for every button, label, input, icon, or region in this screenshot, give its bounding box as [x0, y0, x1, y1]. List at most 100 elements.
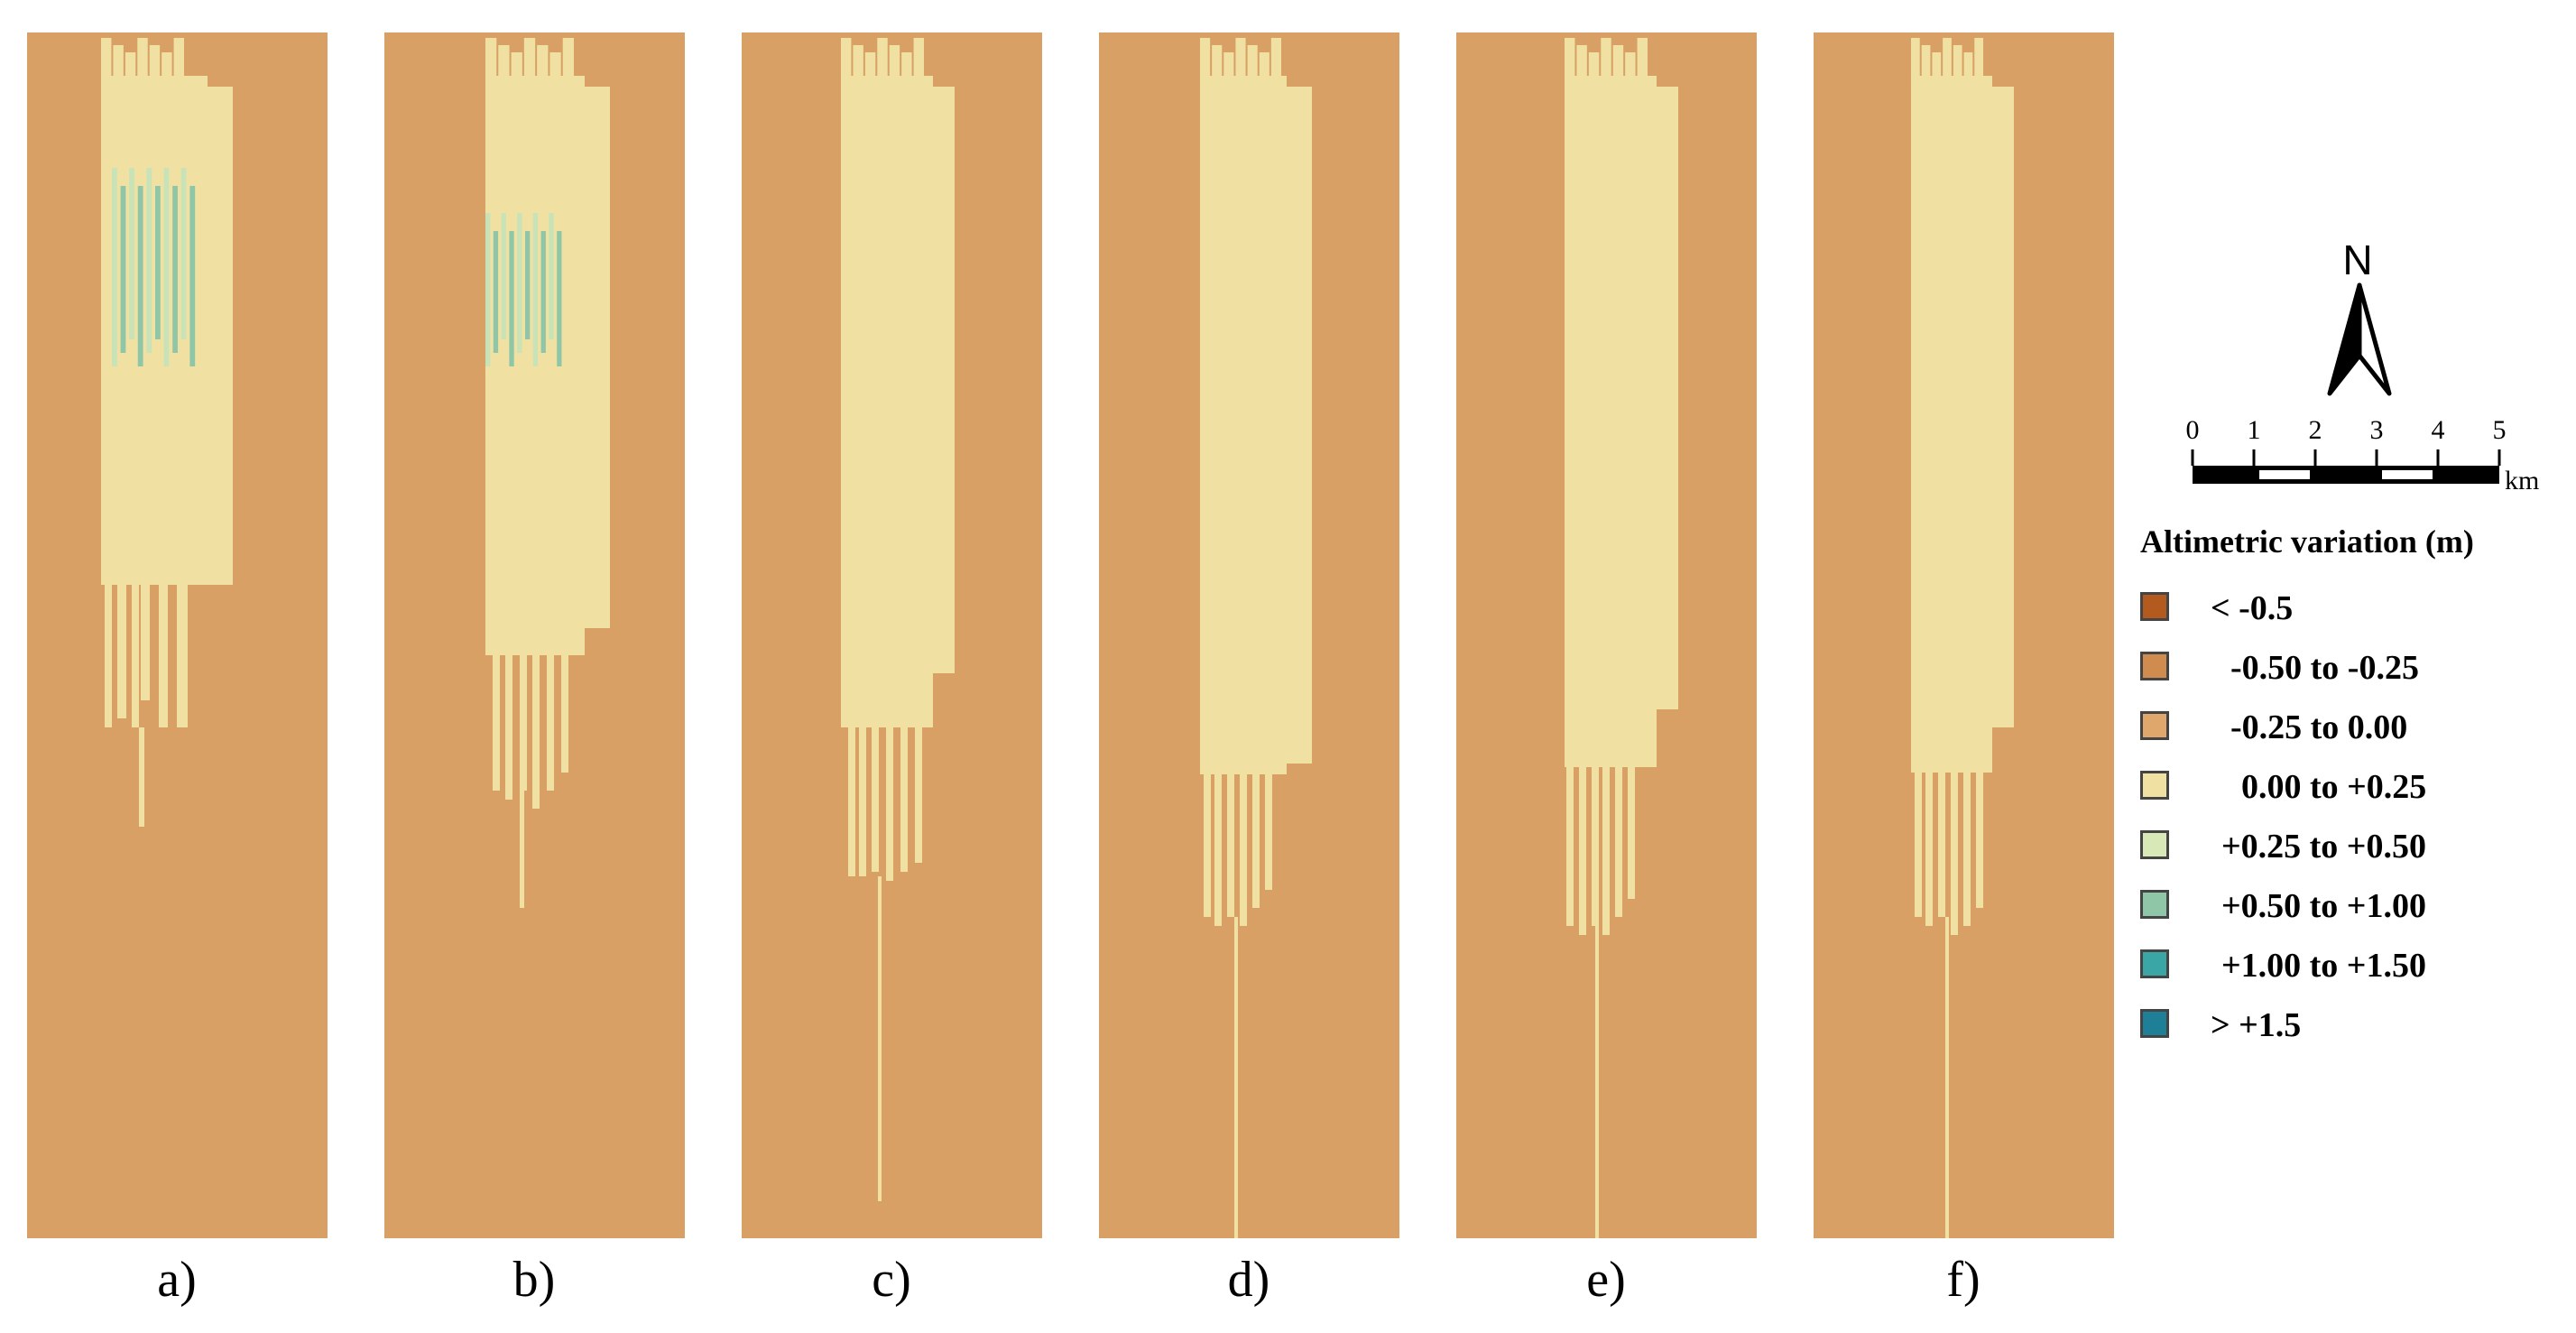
plume-top-tooth — [901, 52, 912, 78]
plume-finger — [1615, 767, 1622, 917]
plume-block — [1200, 76, 1287, 774]
plume-finger — [547, 655, 554, 791]
legend-label: > +1.5 — [2211, 1006, 2302, 1044]
plume-top-tooth — [1601, 38, 1611, 78]
plume-finger — [159, 585, 168, 727]
plume-finger — [132, 585, 139, 727]
plume-finger — [1628, 767, 1635, 899]
panel-label-c: c) — [872, 1252, 911, 1308]
plume-top-tooth — [1932, 52, 1942, 78]
plume-finger — [1227, 774, 1234, 917]
legend-swatch — [2140, 830, 2169, 859]
plume-green-patch — [501, 213, 506, 339]
scale-tick-0: 0 — [2185, 415, 2200, 445]
plume-top-tooth — [537, 45, 549, 78]
map-panel-e — [1456, 32, 1757, 1238]
plume-top-tooth — [113, 45, 124, 78]
plume-tail — [1595, 926, 1599, 1238]
plume-top-tooth — [562, 38, 574, 78]
plume-top-tooth — [498, 45, 510, 78]
scale-tick-5: 5 — [2492, 415, 2507, 445]
plume-finger — [493, 655, 500, 791]
plume-tail — [878, 876, 882, 1201]
plume-green-patch — [525, 231, 531, 339]
plume-top-tooth — [1974, 38, 1983, 78]
plume-top-tooth — [1911, 38, 1920, 78]
map-raster — [1456, 32, 1757, 1238]
plume-top-tooth — [889, 45, 900, 78]
plume-finger — [1214, 774, 1222, 926]
north-letter: N — [2342, 236, 2373, 283]
scale-bar — [2191, 449, 2501, 484]
legend-label: < -0.5 — [2211, 589, 2294, 627]
plume-top-tooth — [1200, 38, 1211, 78]
plume-green-patch — [549, 213, 554, 339]
legend-swatch — [2140, 890, 2169, 919]
plume-green-patch — [120, 186, 126, 353]
plume-finger — [1915, 773, 1922, 917]
plume-top-tooth — [125, 52, 136, 78]
plume-finger — [848, 727, 855, 876]
plume-step — [1657, 87, 1678, 709]
plume-top-tooth — [137, 38, 148, 78]
plume-top-tooth — [1921, 45, 1931, 78]
legend-swatch — [2140, 1009, 2169, 1038]
plume-finger — [900, 727, 908, 872]
plume-top-tooth — [485, 38, 497, 78]
plume-finger — [1240, 774, 1247, 926]
plume-finger — [141, 585, 150, 700]
plume-finger — [105, 585, 112, 727]
map-raster — [384, 32, 685, 1238]
plume-finger — [1566, 767, 1574, 926]
map-panel-c — [742, 32, 1042, 1238]
plume-block — [1911, 76, 1992, 773]
plume-green-patch — [540, 231, 546, 353]
plume-top-tooth — [1963, 52, 1973, 78]
plume-finger — [117, 585, 126, 718]
panel-label-d: d) — [1227, 1252, 1270, 1308]
plume-finger — [915, 727, 922, 863]
map-panel-f — [1814, 32, 2114, 1238]
plume-green-patch — [172, 186, 178, 353]
plume-green-patch — [146, 168, 152, 353]
plume-finger — [561, 655, 568, 773]
plume-step — [208, 87, 233, 585]
legend-label: -0.50 to -0.25 — [2230, 649, 2419, 687]
plume-top-tooth — [1625, 52, 1636, 78]
scale-tick-3: 3 — [2369, 415, 2384, 445]
plume-top-tooth — [162, 52, 172, 78]
scale-tick-4: 4 — [2431, 415, 2445, 445]
plume-top-tooth — [149, 45, 161, 78]
plume-finger — [1592, 767, 1599, 926]
plume-step — [933, 87, 955, 673]
legend-swatch — [2140, 592, 2169, 621]
map-raster — [1814, 32, 2114, 1238]
plume-top-tooth — [1943, 38, 1952, 78]
panel-label-f: f) — [1946, 1252, 1980, 1308]
plume-top-tooth — [1637, 38, 1648, 78]
plume-top-tooth — [1565, 38, 1575, 78]
plume-green-patch — [509, 231, 514, 366]
plume-top-tooth — [1223, 52, 1234, 78]
scale-tick-2: 2 — [2308, 415, 2322, 445]
map-panel-d — [1099, 32, 1399, 1238]
plume-top-tooth — [913, 38, 924, 78]
plume-step — [585, 87, 610, 628]
plume-step — [1992, 87, 2014, 727]
plume-top-tooth — [1259, 52, 1270, 78]
legend-swatch — [2140, 949, 2169, 978]
plume-finger — [177, 585, 188, 727]
plume-top-tooth — [1953, 45, 1962, 78]
north-arrow-icon — [2327, 282, 2392, 396]
plume-top-tooth — [1247, 45, 1258, 78]
plume-top-tooth — [841, 38, 852, 78]
map-raster — [27, 32, 328, 1238]
legend-item: +0.25 to +0.50 — [2140, 827, 2573, 866]
plume-tail — [520, 791, 524, 908]
plume-top-tooth — [101, 38, 112, 78]
plume-green-patch — [557, 231, 562, 366]
plume-finger — [520, 655, 527, 791]
plume-green-patch — [532, 213, 539, 366]
legend-swatch — [2140, 652, 2169, 680]
plume-finger — [1579, 767, 1586, 935]
